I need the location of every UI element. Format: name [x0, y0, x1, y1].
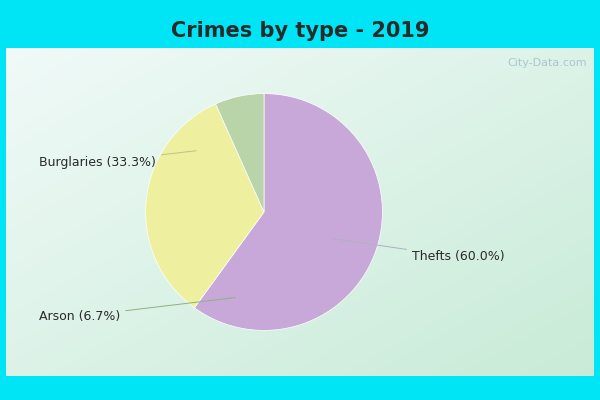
Wedge shape — [215, 94, 264, 212]
Wedge shape — [194, 94, 382, 330]
Text: Crimes by type - 2019: Crimes by type - 2019 — [171, 21, 429, 41]
Text: Thefts (60.0%): Thefts (60.0%) — [332, 238, 505, 264]
Text: City-Data.com: City-Data.com — [507, 58, 587, 68]
Text: Arson (6.7%): Arson (6.7%) — [39, 298, 235, 323]
Text: Burglaries (33.3%): Burglaries (33.3%) — [39, 151, 196, 169]
Wedge shape — [146, 104, 264, 308]
